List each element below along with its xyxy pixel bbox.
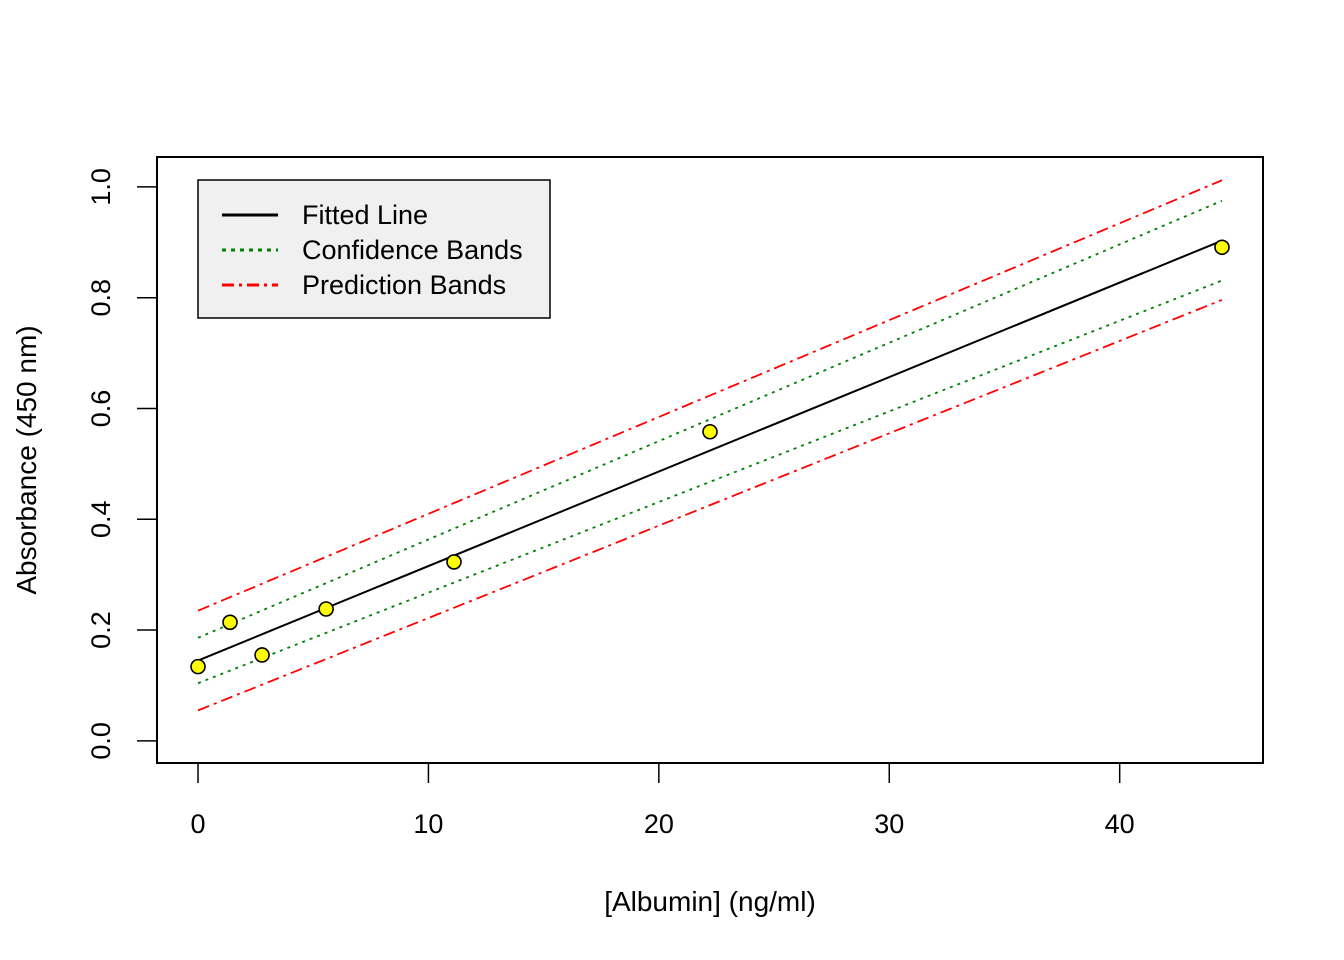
x-tick-label: 20 [644, 809, 674, 839]
y-tick-label: 0.8 [86, 279, 116, 317]
data-point [190, 658, 206, 675]
legend-label: Fitted Line [302, 200, 428, 230]
x-axis-title: [Albumin] (ng/ml) [604, 886, 816, 917]
data-points [190, 239, 1230, 675]
data-point [702, 423, 718, 440]
data-point [318, 601, 334, 617]
legend: Fitted Line Confidence Bands Prediction Ba… [197, 179, 551, 319]
legend-box [197, 179, 551, 319]
series-lines [197, 179, 1223, 712]
y-tick-label: 1.0 [86, 168, 116, 206]
y-axis-title: Absorbance (450 nm) [11, 325, 42, 594]
y-tick-label: 0.0 [86, 722, 116, 760]
series-line [197, 199, 1223, 639]
x-tick-label: 0 [190, 809, 205, 839]
series-line [197, 179, 1223, 612]
y-tick-label: 0.2 [86, 611, 116, 649]
data-point [446, 554, 462, 570]
series-line [197, 299, 1223, 712]
legend-label: Prediction Bands [302, 270, 506, 300]
y-tick-label: 0.4 [86, 500, 116, 538]
series-line [197, 239, 1223, 662]
x-tick-label: 40 [1105, 809, 1135, 839]
x-axis: 0 10 20 30 40 [190, 762, 1135, 839]
series-line [197, 279, 1223, 685]
legend-label: Confidence Bands [302, 235, 523, 265]
x-tick-label: 30 [874, 809, 904, 839]
data-point [1214, 239, 1230, 256]
data-point [254, 647, 270, 663]
x-tick-label: 10 [413, 809, 443, 839]
data-point [222, 614, 238, 631]
y-tick-label: 0.6 [86, 390, 116, 428]
y-axis: 0.0 0.2 0.4 0.6 0.8 1.0 [86, 168, 158, 760]
